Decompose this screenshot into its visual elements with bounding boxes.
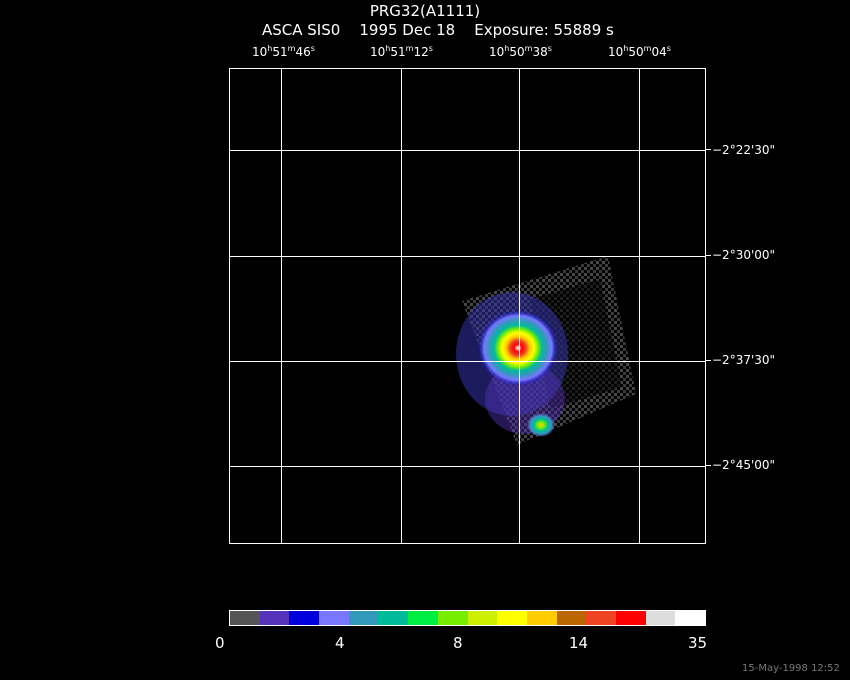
color-scale-bar bbox=[229, 610, 706, 626]
ra-label-4: 10h50m04s bbox=[608, 44, 671, 59]
colorbar-segment bbox=[645, 611, 676, 625]
colorbar-segment bbox=[230, 611, 260, 625]
grid-line bbox=[281, 69, 282, 543]
colorbar-label-0: 0 bbox=[215, 634, 225, 652]
colorbar-segment bbox=[408, 611, 438, 625]
colorbar-segment bbox=[378, 611, 409, 625]
colorbar-segment bbox=[526, 611, 557, 625]
dec-label-2: −2°30'00" bbox=[712, 248, 776, 262]
colorbar-segment bbox=[615, 611, 646, 625]
colorbar-segment bbox=[259, 611, 290, 625]
image-title: PRG32(A1111) bbox=[369, 2, 481, 20]
colorbar-segment bbox=[319, 611, 349, 625]
colorbar-label-8: 8 bbox=[453, 634, 463, 652]
colorbar-label-14: 14 bbox=[569, 634, 589, 652]
secondary-source bbox=[527, 413, 555, 437]
dec-tick bbox=[705, 360, 711, 361]
colorbar-segment bbox=[586, 611, 616, 625]
ra-label-2: 10h51m12s bbox=[370, 44, 433, 59]
xray-image bbox=[456, 256, 636, 445]
ra-label-1: 10h51m46s bbox=[252, 44, 315, 59]
dec-label-1: −2°22'30" bbox=[712, 143, 776, 157]
colorbar-segment bbox=[467, 611, 498, 625]
dec-tick bbox=[705, 255, 711, 256]
dec-tick bbox=[705, 465, 711, 466]
bright-source bbox=[478, 310, 558, 386]
ra-label-3: 10h50m38s bbox=[489, 44, 552, 59]
dec-tick bbox=[705, 149, 711, 150]
grid-line bbox=[639, 69, 640, 543]
colorbar-segment bbox=[289, 611, 320, 625]
colorbar-segment bbox=[675, 611, 705, 625]
xray-image-panel bbox=[229, 68, 706, 544]
grid-line bbox=[230, 361, 705, 362]
grid-line bbox=[401, 69, 402, 543]
colorbar-label-4: 4 bbox=[335, 634, 345, 652]
grid-line bbox=[519, 69, 520, 543]
colorbar-segment bbox=[556, 611, 587, 625]
image-subtitle: ASCA SIS0 1995 Dec 18 Exposure: 55889 s bbox=[262, 21, 614, 39]
grid-line bbox=[230, 466, 705, 467]
timestamp: 15-May-1998 12:52 bbox=[742, 663, 840, 674]
colorbar-segment bbox=[348, 611, 379, 625]
grid-line bbox=[230, 256, 705, 257]
colorbar-label-35: 35 bbox=[688, 634, 708, 652]
colorbar-segment bbox=[497, 611, 527, 625]
dec-label-4: −2°45'00" bbox=[712, 458, 776, 472]
grid-line bbox=[230, 150, 705, 151]
colorbar-segment bbox=[437, 611, 468, 625]
dec-label-3: −2°37'30" bbox=[712, 353, 776, 367]
